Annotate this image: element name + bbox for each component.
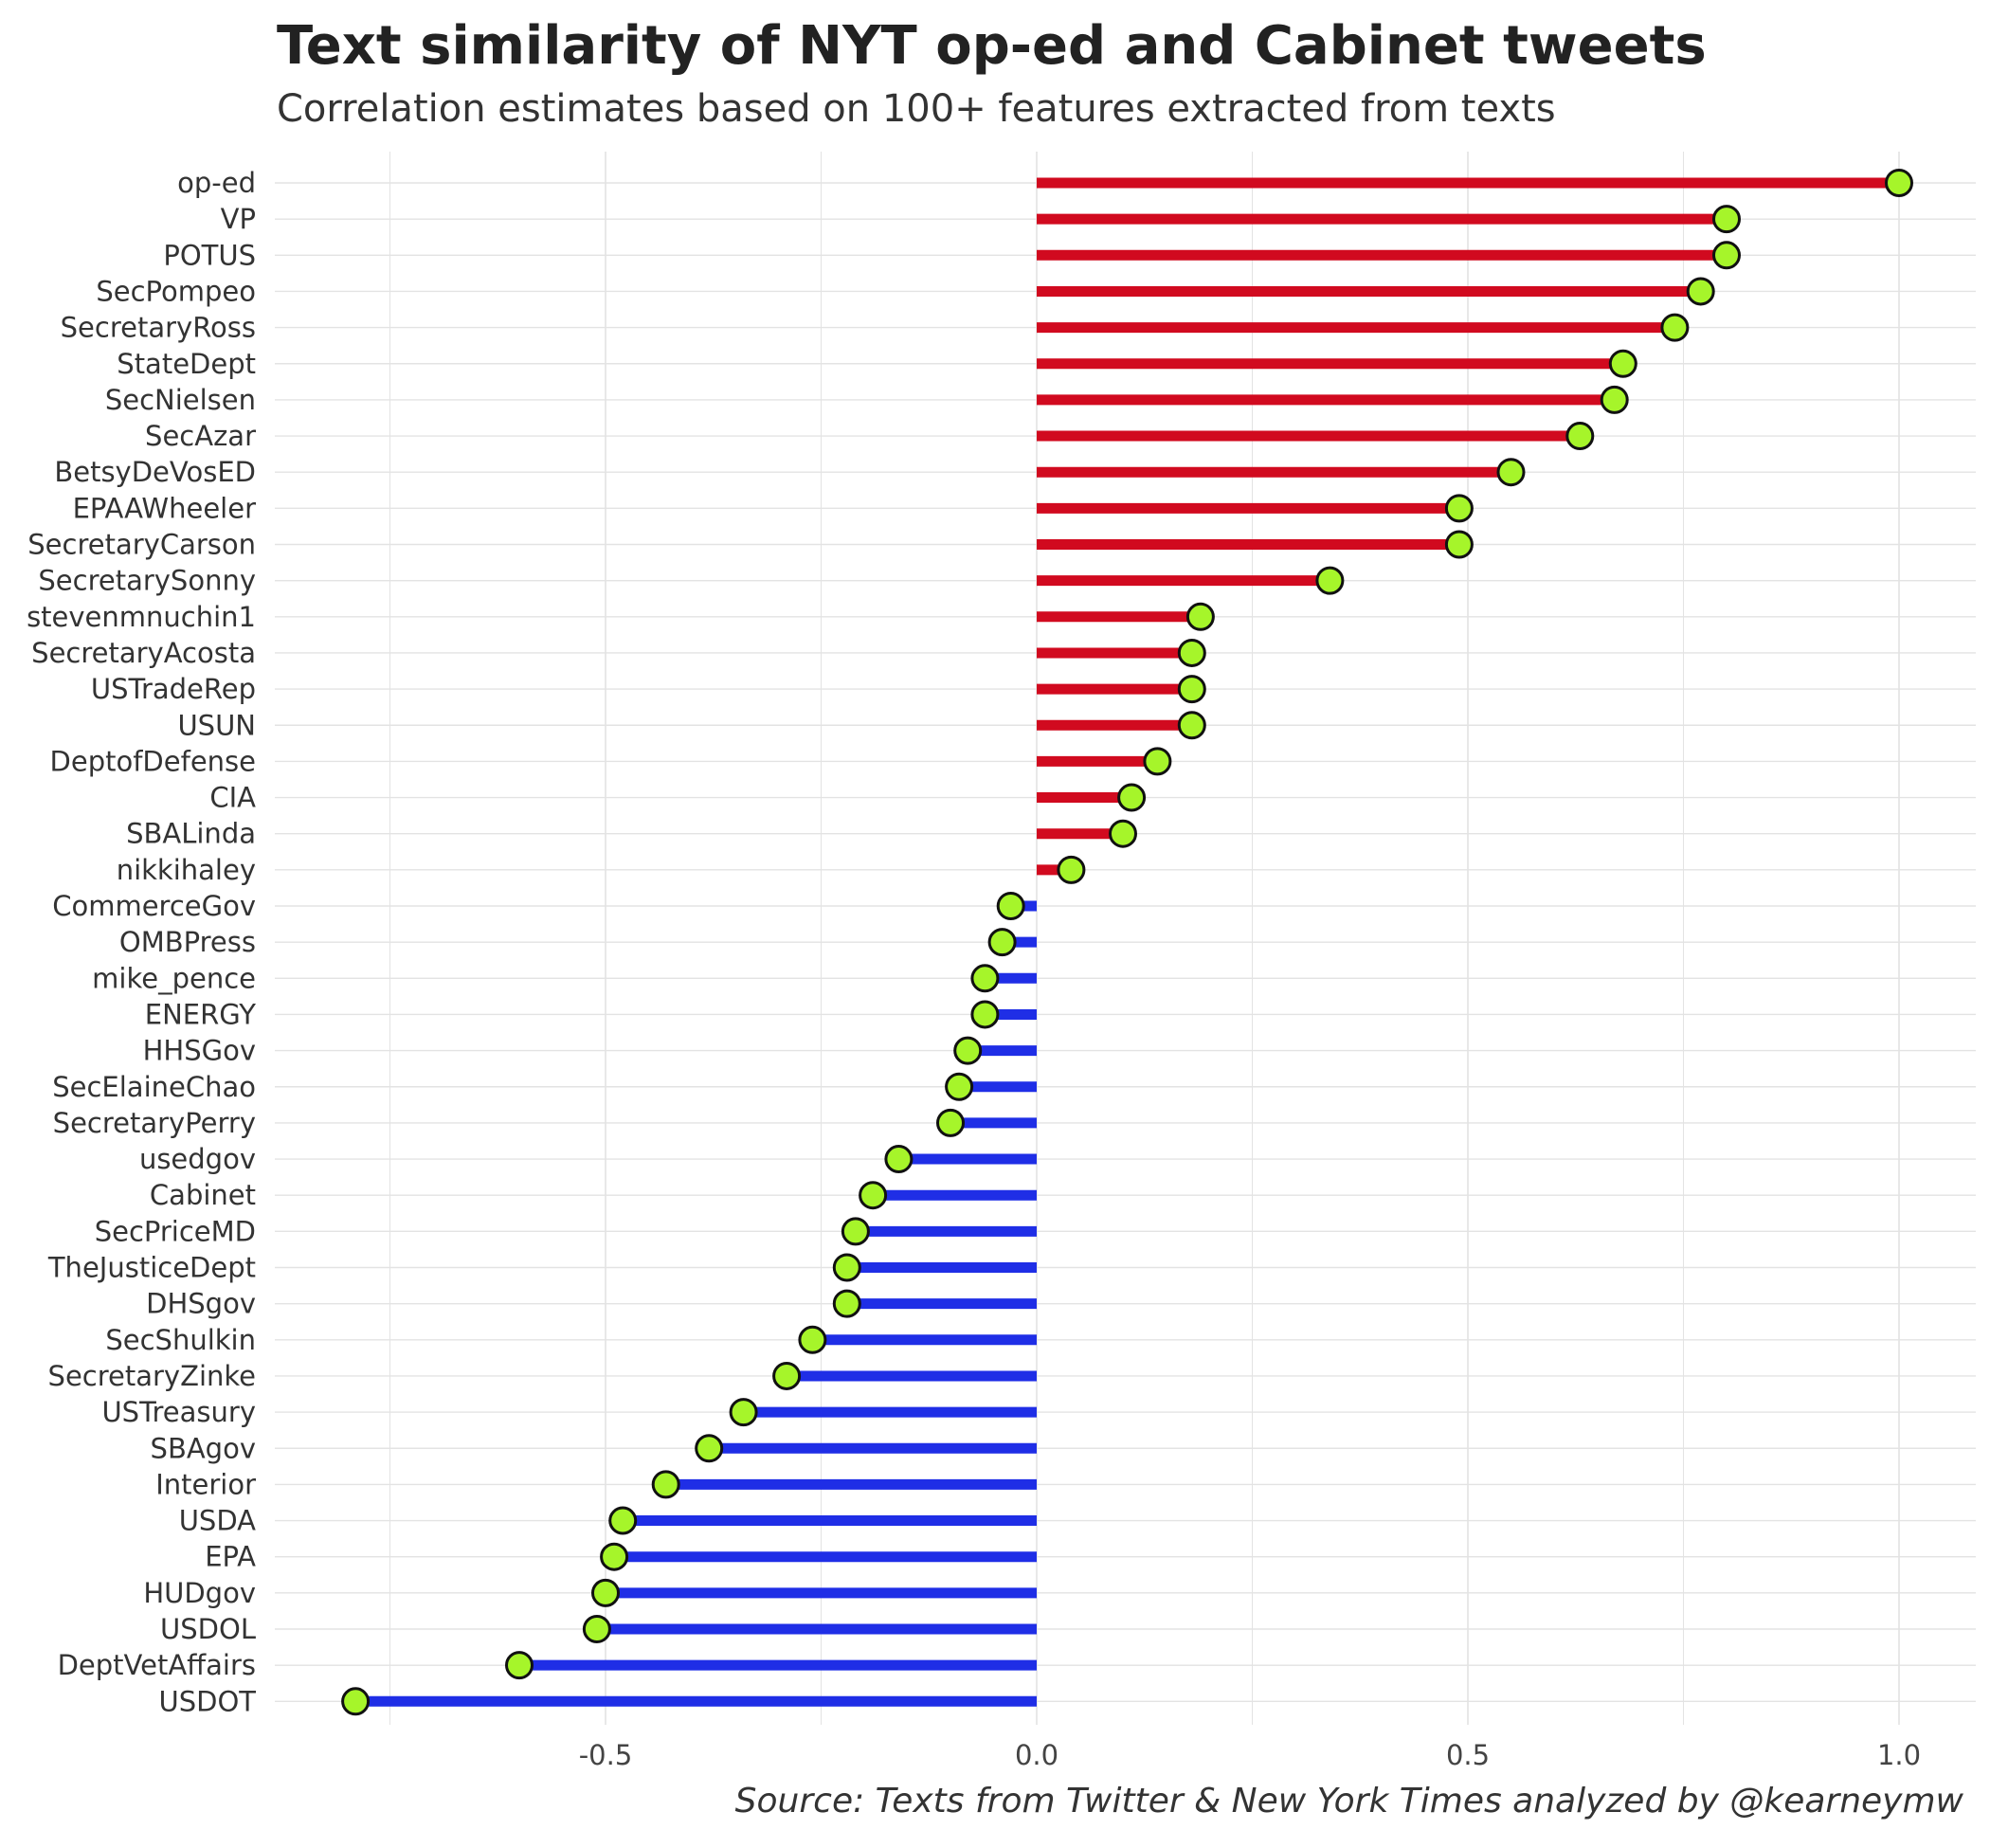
y-tick-label: SecretarySonny: [38, 565, 256, 597]
y-tick-label: CommerceGov: [52, 890, 256, 922]
point-SecAzar: [1565, 422, 1595, 451]
point-HUDgov: [591, 1578, 620, 1607]
point-SecElaineChao: [945, 1072, 974, 1101]
y-tick-label: VP: [221, 203, 256, 235]
point-BetsyDeVosED: [1496, 458, 1526, 487]
point-SecShulkin: [798, 1325, 827, 1354]
grid: [275, 152, 1976, 1725]
point-CIA: [1117, 783, 1147, 812]
point-USDOT: [341, 1687, 371, 1716]
point-stevenmnuchin1: [1185, 602, 1215, 631]
point-TheJusticeDept: [832, 1253, 861, 1282]
point-SBALinda: [1109, 819, 1137, 848]
y-tick-label: op-ed: [177, 167, 256, 199]
point-USDA: [608, 1506, 638, 1535]
y-tick-label: DeptVetAffairs: [58, 1649, 256, 1681]
y-tick-label: SecNielsen: [105, 384, 256, 416]
point-CommerceGov: [996, 892, 1025, 920]
point-SecretaryZinke: [772, 1361, 802, 1390]
y-tick-label: SecElaineChao: [52, 1071, 256, 1103]
point-USTradeRep: [1177, 675, 1206, 704]
y-tick-label: USTradeRep: [91, 673, 256, 705]
point-HHSGov: [953, 1036, 983, 1065]
point-DeptVetAffairs: [505, 1651, 534, 1680]
y-tick-label: USDOL: [160, 1613, 256, 1645]
y-tick-label: USDOT: [158, 1685, 256, 1717]
point-ENERGY: [970, 1000, 1000, 1029]
point-Cabinet: [859, 1181, 888, 1210]
point-SecNielsen: [1600, 385, 1629, 414]
y-tick-label: SecShulkin: [105, 1324, 256, 1356]
point-op-ed: [1885, 169, 1913, 197]
point-mike_pence: [970, 964, 1000, 993]
point-SecretaryCarson: [1444, 530, 1474, 559]
x-tick-label: 0.5: [1446, 1739, 1490, 1771]
points: [341, 169, 1913, 1716]
point-USUN: [1177, 711, 1206, 740]
y-tick-label: EPA: [205, 1541, 256, 1573]
x-tick-label: 0.0: [1015, 1739, 1058, 1771]
y-tick-label: HHSGov: [143, 1035, 256, 1067]
y-tick-label: USTreasury: [101, 1396, 256, 1428]
point-SecPompeo: [1686, 277, 1715, 306]
y-tick-label: USUN: [177, 709, 256, 741]
y-tick-label: nikkihaley: [117, 854, 256, 886]
point-Interior: [651, 1470, 680, 1499]
point-EPA: [600, 1542, 629, 1571]
y-tick-label: CIA: [209, 782, 256, 814]
lollipop-chart: op-ed VP POTUS SecPompeo SecretaryRoss StateD…: [27, 152, 1976, 1771]
y-tick-label: EPAAWheeler: [73, 492, 256, 524]
y-tick-label: SecretaryRoss: [61, 312, 256, 344]
point-EPAAWheeler: [1444, 494, 1474, 523]
y-tick-label: SecretaryCarson: [27, 529, 256, 561]
point-OMBPress: [987, 928, 1017, 957]
y-tick-label: TheJusticeDept: [47, 1252, 256, 1284]
y-tick-label: USDA: [179, 1505, 256, 1537]
y-tick-label: SBAgov: [151, 1432, 256, 1464]
point-USDOL: [582, 1615, 611, 1643]
point-SecretarySonny: [1315, 566, 1345, 595]
point-SecPriceMD: [841, 1217, 870, 1246]
y-tick-label: SBALinda: [126, 818, 256, 850]
point-USTreasury: [729, 1398, 758, 1427]
y-tick-label: SecretaryZinke: [48, 1360, 256, 1392]
point-SecretaryAcosta: [1177, 638, 1206, 667]
y-tick-label: mike_pence: [92, 962, 256, 994]
point-DeptofDefense: [1143, 747, 1172, 776]
point-VP: [1712, 205, 1741, 234]
chart-title: Text similarity of NYT op-ed and Cabinet…: [277, 15, 1707, 77]
y-tick-label: SecPriceMD: [95, 1215, 256, 1247]
point-StateDept: [1608, 349, 1637, 378]
y-tick-label: SecAzar: [145, 420, 256, 452]
y-axis-labels: op-ed VP POTUS SecPompeo SecretaryRoss StateD…: [27, 167, 256, 1717]
point-POTUS: [1712, 241, 1741, 270]
y-tick-label: Interior: [155, 1468, 256, 1500]
y-tick-label: SecretaryPerry: [53, 1107, 256, 1139]
stems: [355, 177, 1899, 1707]
y-tick-label: OMBPress: [119, 926, 256, 958]
point-usedgov: [884, 1145, 914, 1174]
y-tick-label: ENERGY: [145, 998, 257, 1030]
point-nikkihaley: [1057, 855, 1086, 884]
source-caption: Source: Texts from Twitter & New York Ti…: [734, 1782, 1963, 1821]
y-tick-label: BetsyDeVosED: [54, 456, 256, 488]
x-tick-label: 1.0: [1877, 1739, 1921, 1771]
chart-subtitle: Correlation estimates based on 100+ feat…: [277, 87, 1556, 131]
point-DHSgov: [832, 1289, 861, 1318]
point-SecretaryRoss: [1660, 313, 1690, 342]
y-tick-label: SecPompeo: [96, 275, 256, 307]
y-tick-label: StateDept: [117, 348, 256, 380]
point-SecretaryPerry: [936, 1108, 965, 1137]
x-axis-labels: -0.5 0.0 0.5 1.0: [579, 1739, 1921, 1771]
y-tick-label: DeptofDefense: [50, 745, 256, 777]
y-tick-label: stevenmnuchin1: [27, 601, 256, 633]
y-tick-label: DHSgov: [146, 1288, 256, 1320]
y-tick-label: HUDgov: [143, 1577, 256, 1609]
y-tick-label: POTUS: [163, 239, 256, 271]
y-tick-label: Cabinet: [150, 1179, 256, 1211]
y-tick-label: usedgov: [139, 1143, 256, 1175]
y-tick-label: SecretaryAcosta: [31, 637, 256, 669]
x-tick-label: -0.5: [579, 1739, 633, 1771]
point-SBAgov: [695, 1434, 724, 1463]
